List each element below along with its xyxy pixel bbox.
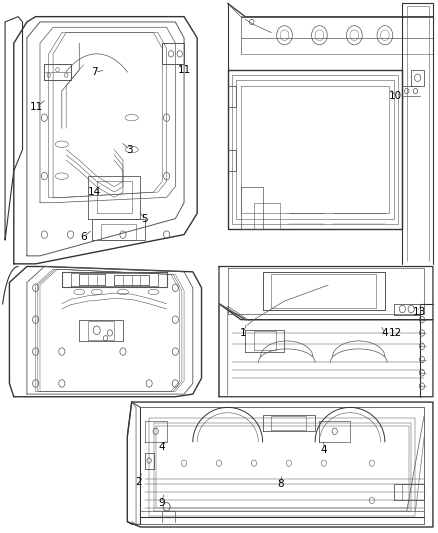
Text: 5: 5 [141, 214, 148, 224]
Text: 1: 1 [240, 328, 246, 338]
Text: 4: 4 [381, 328, 388, 338]
Text: 11: 11 [30, 102, 43, 112]
Text: 9: 9 [158, 498, 165, 508]
Text: 10: 10 [389, 91, 403, 101]
Text: 8: 8 [277, 480, 283, 489]
Text: 12: 12 [389, 328, 403, 338]
Text: 7: 7 [91, 68, 98, 77]
Text: 13: 13 [413, 306, 427, 317]
Text: 4: 4 [159, 442, 166, 452]
Text: 14: 14 [88, 187, 101, 197]
Text: 2: 2 [135, 477, 141, 487]
Text: 6: 6 [80, 232, 87, 243]
Text: 11: 11 [177, 65, 191, 75]
Text: 3: 3 [126, 144, 133, 155]
Text: 4: 4 [321, 445, 327, 455]
